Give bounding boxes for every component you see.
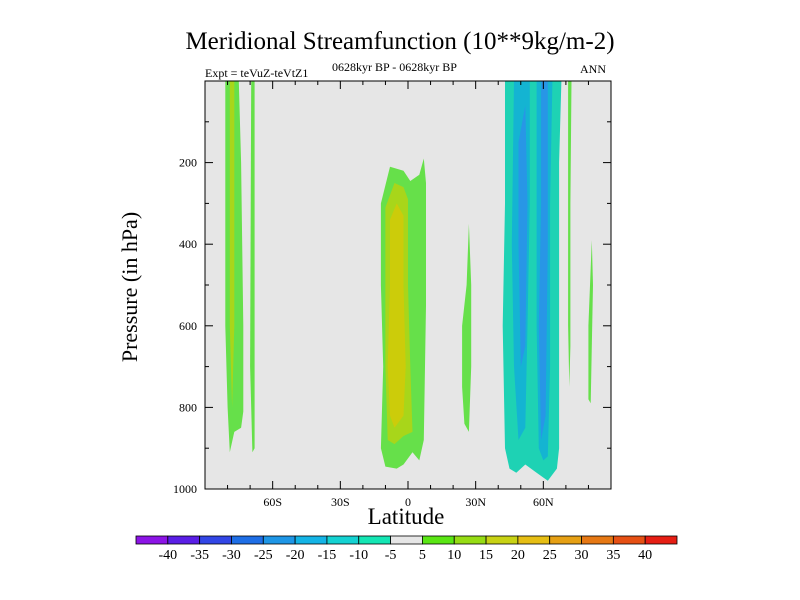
x-tick-label: 0 xyxy=(405,495,411,509)
colorbar-swatch xyxy=(358,535,391,545)
colorbar-label: 25 xyxy=(543,548,557,563)
contour-regions xyxy=(225,81,593,481)
colorbar-swatch xyxy=(231,535,264,545)
axis-ticks: 60S 30S 0 30N 60N 200 400 600 800 1000 xyxy=(173,81,611,509)
colorbar-label: -40 xyxy=(158,548,177,563)
colorbar-swatch xyxy=(135,535,169,545)
contour-region-south-high-lat-core xyxy=(229,81,235,408)
colorbar-labels: -40 -35 -30 -25 -20 -15 -10 -5 5 10 15 20 25 30 35 40 xyxy=(158,548,652,563)
colorbar-label: -10 xyxy=(349,548,368,563)
chart-subtitle: 0628kyr BP - 0628kyr BP xyxy=(332,60,457,74)
colorbar-boxes xyxy=(135,535,678,545)
contour-region-northern-blue-core-right xyxy=(538,81,548,440)
colorbar-swatch xyxy=(517,535,551,545)
colorbar-label: -20 xyxy=(286,548,305,563)
colorbar-swatch xyxy=(199,535,232,545)
colorbar-label: 20 xyxy=(511,548,525,563)
colorbar-swatch xyxy=(549,535,582,545)
colorbar-label: 40 xyxy=(638,548,652,563)
colorbar-label: -35 xyxy=(190,548,209,563)
colorbar-swatch xyxy=(612,535,646,545)
colorbar-swatch xyxy=(326,535,360,545)
colorbar-swatch xyxy=(294,535,328,545)
colorbar-swatch xyxy=(453,535,487,545)
colorbar-swatch xyxy=(167,535,201,545)
colorbar-swatch xyxy=(422,535,455,545)
colorbar-label: 35 xyxy=(606,548,620,563)
colorbar-label: 10 xyxy=(447,548,461,563)
y-tick-label: 800 xyxy=(179,400,197,414)
colorbar-label: -30 xyxy=(222,548,241,563)
y-tick-label: 600 xyxy=(179,319,197,333)
colorbar-label: -5 xyxy=(385,548,397,563)
y-tick-label: 200 xyxy=(179,156,197,170)
contour-region-north-80n-strip xyxy=(588,240,593,404)
colorbar-label: -25 xyxy=(254,548,273,563)
x-tick-label: 60N xyxy=(533,495,554,509)
x-tick-label: 60S xyxy=(263,495,282,509)
colorbar-swatch xyxy=(581,535,614,545)
contour-region-south-high-lat-thin xyxy=(250,81,255,453)
x-axis-label: Latitude xyxy=(367,504,445,529)
contour-region-lat-25n-feature xyxy=(462,223,472,432)
x-tick-label: 30N xyxy=(465,495,486,509)
colorbar-label: 30 xyxy=(575,548,589,563)
y-tick-label: 400 xyxy=(179,237,197,251)
contour-region-northern-blue-core-left xyxy=(518,105,528,367)
contour-region-north-70n-strip xyxy=(568,81,572,387)
colorbar-label: 5 xyxy=(419,548,426,563)
x-tick-label: 30S xyxy=(331,495,350,509)
colorbar-swatch xyxy=(390,535,423,545)
contour-region-equatorial-core xyxy=(387,203,406,428)
colorbar-swatch xyxy=(644,535,678,545)
colorbar-swatch xyxy=(262,535,296,545)
experiment-annotation: Expt = teVuZ-teVtZ1 xyxy=(205,66,309,80)
colorbar-swatch xyxy=(485,535,519,545)
season-annotation: ANN xyxy=(580,62,606,76)
y-tick-label: 1000 xyxy=(173,482,197,496)
colorbar-label: 15 xyxy=(479,548,493,563)
chart-title: Meridional Streamfunction (10**9kg/m-2) xyxy=(185,28,615,55)
colorbar-label: -15 xyxy=(318,548,337,563)
